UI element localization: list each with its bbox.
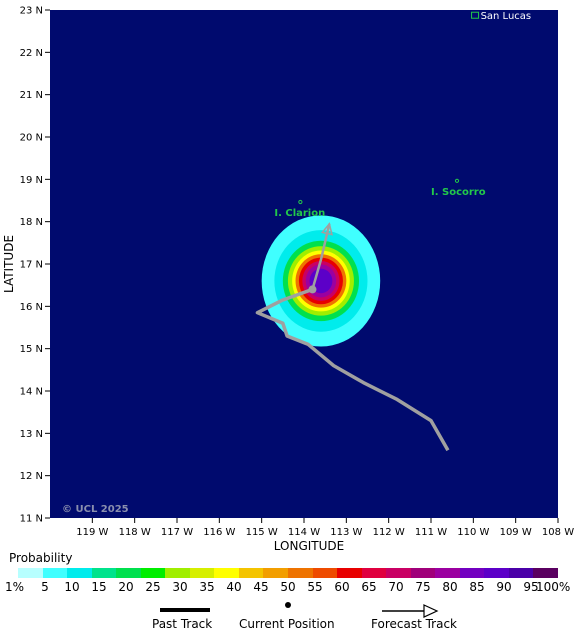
colorbar-swatch [165,568,190,578]
forecast-track-line [311,223,331,290]
colorbar-tick-label: 5 [41,580,49,594]
past-track-key-line [160,608,210,612]
past-track-line [255,287,450,452]
lat-tick-label: 12 N [20,471,43,482]
colorbar-tick-label: 70 [388,580,404,594]
place-label: I. Socorro [431,187,486,198]
place-label: San Lucas [481,11,532,22]
colorbar-tick-label: 1% [5,580,25,594]
probability-field [261,215,381,347]
colorbar-swatch [337,568,362,578]
lat-tick-label: 14 N [20,387,43,398]
lat-tick-label: 20 N [20,133,43,144]
colorbar-tick-label: 85 [469,580,485,594]
lat-tick-label: 22 N [20,48,43,59]
colorbar-tick-label: 15 [91,580,107,594]
colorbar-tick-labels: 1% 5 10 15 20 25 30 35 40 45 50 55 60 65 70 75 80 85 90 95 1… [0,580,580,594]
colorbar-swatch [533,568,559,578]
lat-tick-label: 17 N [20,260,43,271]
y-axis-title: LATITUDE [2,235,16,293]
copyright-text: © UCL 2025 [62,504,129,515]
colorbar-tick-label: 80 [442,580,458,594]
colorbar-tick-label: 10 [64,580,80,594]
colorbar-tick-label: 50 [280,580,296,594]
lon-tick-label: 115 W [246,527,278,538]
colorbar-tick-label: 40 [226,580,242,594]
longitude-tick-labels: 119 W 118 W 117 W 116 W 115 W 114 W 113 W 112 W… [76,527,574,538]
lat-tick-label: 16 N [20,302,43,313]
colorbar-tick-label: 55 [307,580,323,594]
forecast-arrowhead [320,222,333,236]
colorbar-tick-label: 35 [199,580,215,594]
colorbar-swatch [18,568,43,578]
lon-tick-label: 111 W [415,527,447,538]
colorbar-tick-label: 20 [118,580,134,594]
lon-tick-label: 118 W [119,527,151,538]
colorbar-swatch [484,568,509,578]
colorbar-swatch [288,568,313,578]
colorbar-swatch [508,568,534,578]
colorbar-tick-label: 95 [523,580,539,594]
lon-tick-label: 116 W [203,527,235,538]
colorbar-swatch [459,568,485,578]
lat-tick-label: 18 N [20,217,43,228]
lon-tick-label: 119 W [76,527,108,538]
legend-title: Probability [9,551,73,565]
latitude-tick-labels: 23 N 22 N 21 N 20 N 19 N 18 N 17 N 16 N 15 N 14 N… [20,6,43,525]
colorbar-tick-label: 90 [496,580,512,594]
place-labels: San Lucas I. Clarion I. Socorro [274,11,531,219]
x-axis-title: LONGITUDE [274,539,344,550]
lat-tick-label: 19 N [20,175,43,186]
island-marker [454,178,460,183]
colorbar-swatch [116,568,141,578]
colorbar-swatch [238,568,264,578]
current-position-marker [308,285,317,294]
colorbar-swatch [42,568,68,578]
colorbar-tick-label: 100% [536,580,571,594]
place-label: I. Clarion [274,208,325,219]
past-track-label: Past Track [152,617,213,631]
forecast-track-label: Forecast Track [371,617,457,631]
lat-tick-label: 21 N [20,90,43,101]
colorbar-swatch [386,568,411,578]
lon-tick-label: 114 W [288,527,320,538]
colorbar-swatch [410,568,436,578]
island-marker [298,199,303,205]
colorbar-swatch [67,568,92,578]
forecast-track-key-arrow [382,604,439,618]
lon-tick-label: 117 W [161,527,193,538]
colorbar-tick-label: 65 [361,580,377,594]
colorbar-swatch [189,568,215,578]
colorbar-swatch [361,568,387,578]
colorbar-swatch [214,568,239,578]
colorbar-tick-label: 25 [145,580,161,594]
colorbar-swatch [435,568,460,578]
colorbar-swatch [91,568,117,578]
lon-tick-label: 110 W [457,527,489,538]
lat-tick-label: 11 N [20,514,43,525]
axis-ticks [45,9,559,523]
place-marker [471,11,480,19]
colorbar-swatch [140,568,166,578]
colorbar-tick-label: 60 [334,580,350,594]
lon-tick-label: 109 W [500,527,532,538]
current-position-key-dot [285,602,291,608]
probability-colorbar [18,568,559,578]
colorbar-swatch [312,568,338,578]
lat-tick-label: 23 N [20,6,43,17]
lon-tick-label: 112 W [373,527,405,538]
lat-tick-label: 13 N [20,429,43,440]
lon-tick-label: 113 W [330,527,362,538]
lon-tick-label: 108 W [542,527,574,538]
colorbar-tick-label: 45 [253,580,269,594]
colorbar-tick-label: 30 [172,580,188,594]
current-position-label: Current Position [239,617,335,631]
probability-map: 119 W 118 W 117 W 116 W 115 W 114 W 113 W 112 W… [2,6,574,551]
colorbar-swatch [263,568,289,578]
colorbar-tick-label: 75 [415,580,431,594]
lat-tick-label: 15 N [20,344,43,355]
